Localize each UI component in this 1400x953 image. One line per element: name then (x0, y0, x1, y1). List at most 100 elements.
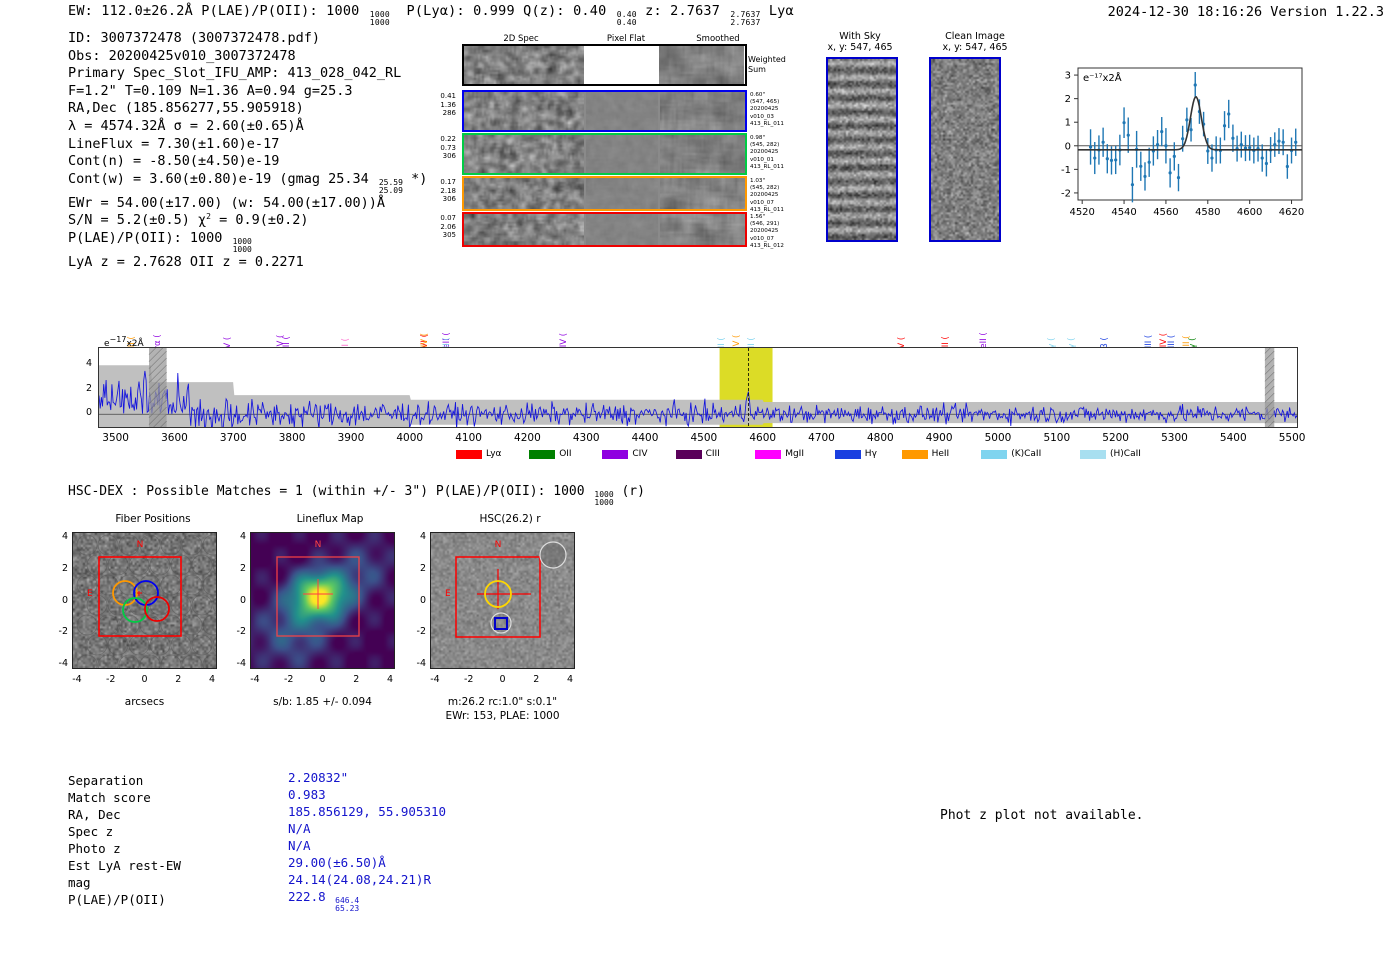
spectrum-xtick: 5500 (1278, 432, 1306, 444)
panel-ytick: 0 (239, 594, 246, 606)
table-key: Est LyA rest-EW (68, 858, 181, 873)
panel-ytick: -2 (416, 626, 426, 638)
spectrum-xtick: 4100 (455, 432, 482, 444)
panel-ytick: 4 (239, 531, 246, 542)
panel-xtick: -2 (464, 674, 474, 685)
panel-ytick: -2 (236, 626, 246, 638)
header-summary-line: EW: 112.0±26.2Å P(LAE)/P(OII): 1000 1000… (68, 3, 794, 27)
panel-title-fiber-positions: Fiber Positions (115, 513, 191, 525)
svg-text:2: 2 (1065, 94, 1071, 105)
hsc-r-xlabel: m:26.2 rc:1.0" s:0.1" (447, 696, 558, 708)
table-value: N/A (288, 838, 311, 853)
svg-text:E: E (87, 589, 93, 599)
spectrum-xtick: 4200 (514, 432, 541, 444)
panel-xtick: 2 (353, 674, 360, 685)
spec-row-4-info: 1.56" (546, 291) 20200425 v010_07 413_RL_012 (750, 214, 784, 249)
full-spectrum-plot (98, 347, 1298, 428)
lineflux-map-image: N (250, 532, 395, 669)
legend-item-MgII: MgII (755, 449, 804, 459)
header-z-suffix: Lyα (760, 3, 794, 19)
svg-text:3: 3 (1065, 71, 1071, 82)
spectrum-xtick: 3600 (161, 432, 188, 444)
info-obs: Obs: 20200425v010_3007372478 (68, 47, 296, 64)
svg-text:4520: 4520 (1069, 207, 1094, 218)
panel-caption-smoothed: Smoothed (696, 34, 740, 44)
spec-row-1-metrics: 0.41 1.36 286 (440, 92, 456, 117)
spectrum-xtick: 4600 (749, 432, 777, 444)
spec-row-1-info: 0.60" (547, 465) 20200425 v010_03 413_RL_011 (750, 92, 784, 127)
panel-xtick: 2 (175, 674, 182, 685)
cutout-caption-clean-image: Clean Image x, y: 547, 465 (942, 31, 1008, 53)
cutout-with-sky (826, 57, 898, 242)
panel-caption-2dspec: 2D Spec (503, 34, 539, 44)
info-signal-to-noise: S/N = 5.2(±0.5) χ2 = 0.9(±0.2) (68, 211, 309, 229)
table-key: P(LAE)/P(OII) (68, 892, 166, 907)
spectrum-xtick: 3500 (102, 432, 129, 444)
legend-swatch (755, 449, 782, 459)
header-plya-qz: P(Lyα): 0.999 Q(z): 0.40 (406, 3, 615, 19)
legend-swatch (675, 449, 702, 459)
svg-text:e⁻¹⁷x2Å: e⁻¹⁷x2Å (1083, 71, 1122, 84)
panel-ytick: 2 (239, 562, 246, 574)
legend-swatch (834, 449, 861, 459)
info-id: ID: 3007372478 (3007372478.pdf) (68, 30, 320, 46)
svg-text:4540: 4540 (1111, 207, 1136, 218)
panel-title-lineflux-map: Lineflux Map (296, 513, 364, 525)
spectrum-xtick: 4300 (572, 432, 600, 444)
legend-swatch (456, 449, 482, 459)
legend-label: (K)CaII (1011, 449, 1042, 459)
info-continuum-wide: Cont(w) = 3.60(±0.80)e-19 (gmag 25.34 25… (68, 170, 428, 195)
spec-row-2-info: 0.98" (545, 282) 20200425 v010_01 413_RL_011 (750, 135, 784, 170)
panel-xtick: 4 (386, 674, 394, 685)
photz-note: Phot z plot not available. (940, 808, 1144, 823)
table-key: Photo z (68, 841, 121, 856)
header-plae-fraction: 1000 1000 (369, 10, 390, 27)
svg-text:4600: 4600 (1237, 207, 1262, 218)
panel-xtick: 0 (499, 674, 506, 685)
table-key: Match score (68, 790, 151, 805)
cutout-clean-image (929, 57, 1001, 242)
legend-item-Lyα: Lyα (456, 449, 501, 459)
header-qz-fraction: 0.40 0.40 (616, 10, 637, 27)
panel-ytick: 2 (419, 562, 426, 574)
match-table-keys: Separation Match score RA, Dec Spec z Photo … (68, 772, 181, 908)
spectrum-ytick: 2 (85, 382, 92, 394)
spectrum-xtick: 5400 (1219, 432, 1247, 444)
spec-row-2-metrics: 0.22 0.73 306 (440, 135, 456, 160)
legend-item-KCaII: (K)CaII (981, 449, 1041, 459)
legend-label: Lyα (486, 449, 502, 459)
legend-label: OII (559, 449, 572, 459)
panel-title-hsc-r: HSC(26.2) r (479, 513, 541, 525)
spectrum-flux-unit-annotation: e−17x2Å (104, 335, 144, 350)
info-plae-poii: P(LAE)/P(OII): 1000 1000 1000 (68, 229, 252, 254)
panel-xtick: 4 (566, 674, 574, 685)
spec-row-4-metrics: 0.07 2.06 305 (440, 214, 456, 239)
table-value: 222.8 646.4 65.23 (288, 889, 360, 913)
panel-xtick: 2 (533, 674, 540, 685)
info-plae-fraction: 1000 1000 (232, 236, 252, 254)
svg-text:N: N (315, 540, 322, 550)
panel-ytick: 0 (419, 594, 426, 606)
spectrum-xtick: 5300 (1161, 432, 1188, 444)
lineflux-map-xlabel: s/b: 1.85 +/- 0.094 (273, 696, 372, 708)
spectrum-xtick: 4800 (866, 432, 894, 444)
table-value: N/A (288, 821, 311, 836)
spec-row-3-info: 1.03" (545, 282) 20200425 v010_07 413_RL_011 (750, 178, 784, 213)
spec-row-weighted-sum (462, 44, 747, 86)
spectrum-xtick: 3800 (278, 432, 306, 444)
info-lineflux: LineFlux = 7.30(±1.60)e-17 (68, 135, 280, 152)
legend-item-Hγ: Hγ (834, 449, 877, 459)
cutout-caption-with-sky: With Sky x, y: 547, 465 (827, 31, 893, 53)
spectrum-ytick: 4 (85, 358, 92, 370)
spectrum-xtick: 4500 (690, 432, 718, 444)
info-slot: Primary Spec_Slot_IFU_AMP: 413_028_042_R… (68, 65, 402, 82)
header-ew-plae: EW: 112.0±26.2Å P(LAE)/P(OII): 1000 (68, 3, 368, 19)
legend-label: MgII (785, 449, 804, 459)
info-continuum-narrow: Cont(n) = -8.50(±4.50)e-19 (68, 153, 280, 170)
panel-ytick: 4 (61, 531, 68, 542)
table-key: mag (68, 875, 91, 890)
legend-item-OII: OII (529, 449, 572, 459)
header-datetime-version: 2024-12-30 18:16:26 Version 1.22.3 (1107, 4, 1384, 20)
